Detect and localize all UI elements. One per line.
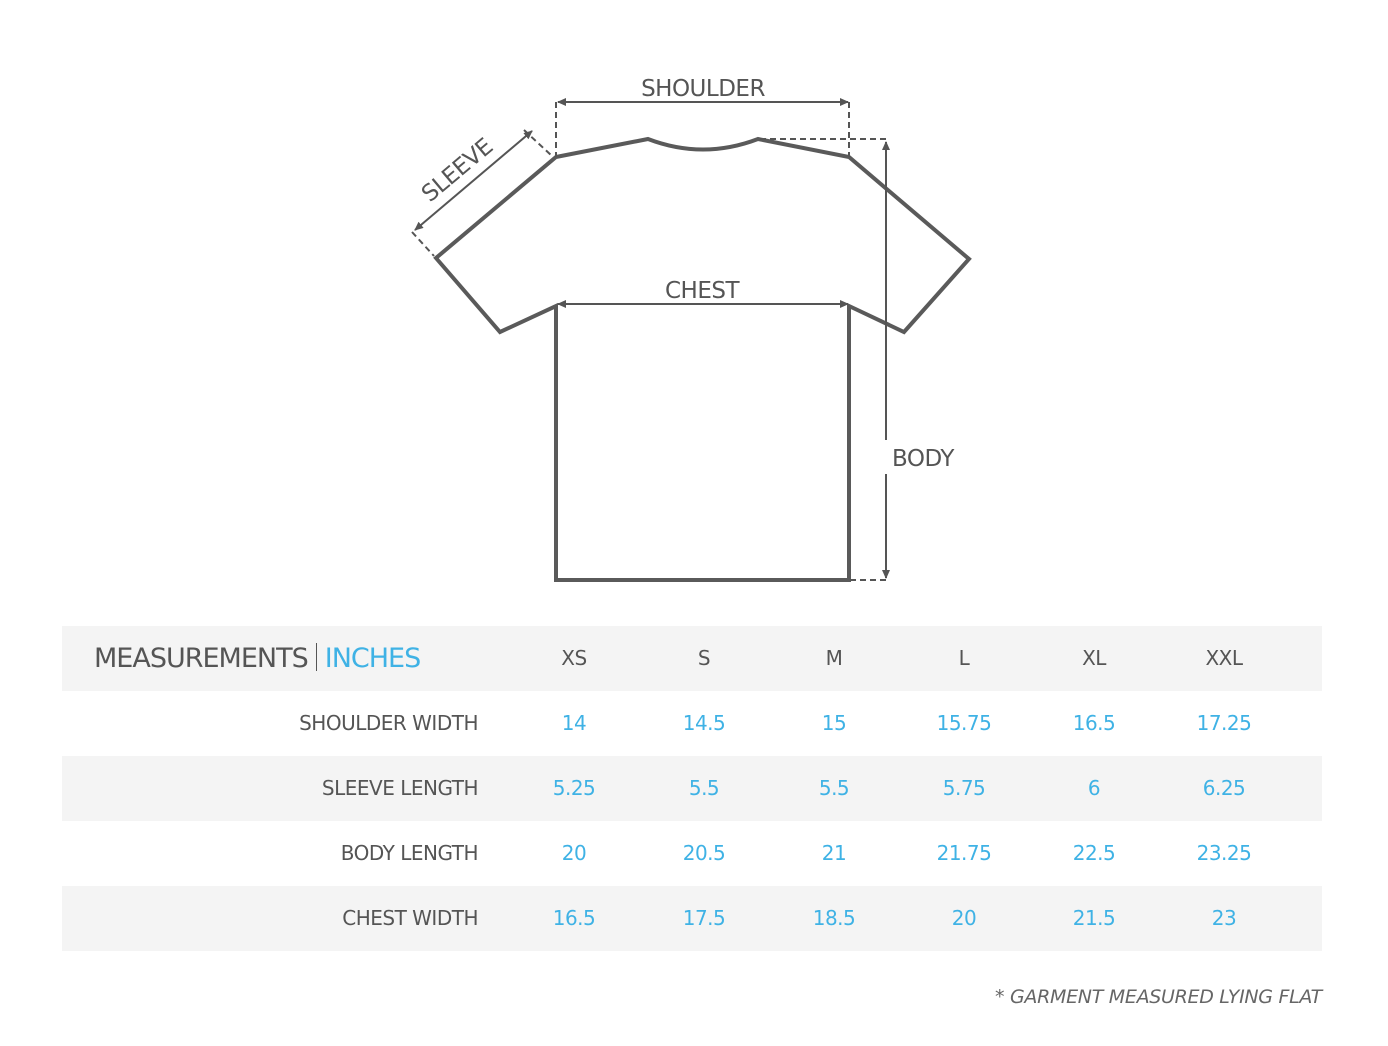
measurement-value: 21	[821, 841, 847, 865]
measurement-value: 20	[951, 906, 977, 930]
measurement-value: 5.25	[552, 776, 596, 800]
measurement-value: 23	[1211, 906, 1237, 930]
measurement-value: 22.5	[1072, 841, 1116, 865]
measurement-value: 6	[1087, 776, 1101, 800]
measurement-value: 18.5	[812, 906, 856, 930]
measurement-value: 6.25	[1202, 776, 1246, 800]
measurement-value: 15.75	[936, 711, 992, 735]
row-label: BODY LENGTH	[340, 841, 479, 865]
size-header: XXL	[1205, 646, 1243, 670]
shoulder-label: SHOULDER	[641, 76, 765, 102]
measurement-value: 14	[561, 711, 587, 735]
measurement-value: 5.5	[818, 776, 850, 800]
size-header: S	[697, 646, 711, 670]
measurement-value: 15	[821, 711, 847, 735]
measurement-value: 5.75	[942, 776, 986, 800]
tshirt-diagram: SHOULDER CHEST BODY SLEEVE	[411, 76, 972, 582]
chest-label: CHEST	[665, 278, 740, 304]
unit-label: INCHES	[324, 643, 422, 674]
size-header: L	[958, 646, 970, 670]
size-header: XL	[1082, 646, 1106, 670]
size-header: XS	[561, 646, 587, 670]
size-table: MEASUREMENTS INCHES XS S M L XL XXL SHOUL…	[62, 626, 1322, 951]
measurement-value: 16.5	[1072, 711, 1116, 735]
row-label: SLEEVE LENGTH	[321, 776, 479, 800]
tshirt-outline	[433, 136, 972, 582]
measurement-value: 17.25	[1196, 711, 1252, 735]
measurement-value: 20	[561, 841, 587, 865]
size-header: M	[825, 646, 843, 670]
table-row: SHOULDER WIDTH 14 14.5 15 15.75 16.5 17.25	[62, 691, 1322, 756]
measurement-value: 20.5	[682, 841, 726, 865]
measurement-value: 21.75	[936, 841, 992, 865]
table-row: CHEST WIDTH 16.5 17.5 18.5 20 21.5 23	[62, 886, 1322, 951]
table-header: MEASUREMENTS INCHES XS S M L XL XXL	[62, 626, 1322, 691]
measurement-value: 16.5	[552, 906, 596, 930]
measurement-value: 21.5	[1072, 906, 1116, 930]
measurement-value: 17.5	[682, 906, 726, 930]
table-row: BODY LENGTH 20 20.5 21 21.75 22.5 23.25	[62, 821, 1322, 886]
sleeve-arrow	[414, 130, 533, 231]
table-title: MEASUREMENTS INCHES	[94, 626, 422, 691]
body-label: BODY	[892, 446, 955, 472]
measurement-value: 14.5	[682, 711, 726, 735]
divider	[315, 643, 317, 671]
title-measurements: MEASUREMENTS	[94, 643, 309, 674]
row-label: SHOULDER WIDTH	[299, 711, 478, 735]
footnote: * GARMENT MEASURED LYING FLAT	[995, 986, 1322, 1008]
measurement-value: 23.25	[1196, 841, 1252, 865]
row-label: CHEST WIDTH	[342, 906, 478, 930]
measurement-value: 5.5	[688, 776, 720, 800]
table-row: SLEEVE LENGTH 5.25 5.5 5.5 5.75 6 6.25	[62, 756, 1322, 821]
